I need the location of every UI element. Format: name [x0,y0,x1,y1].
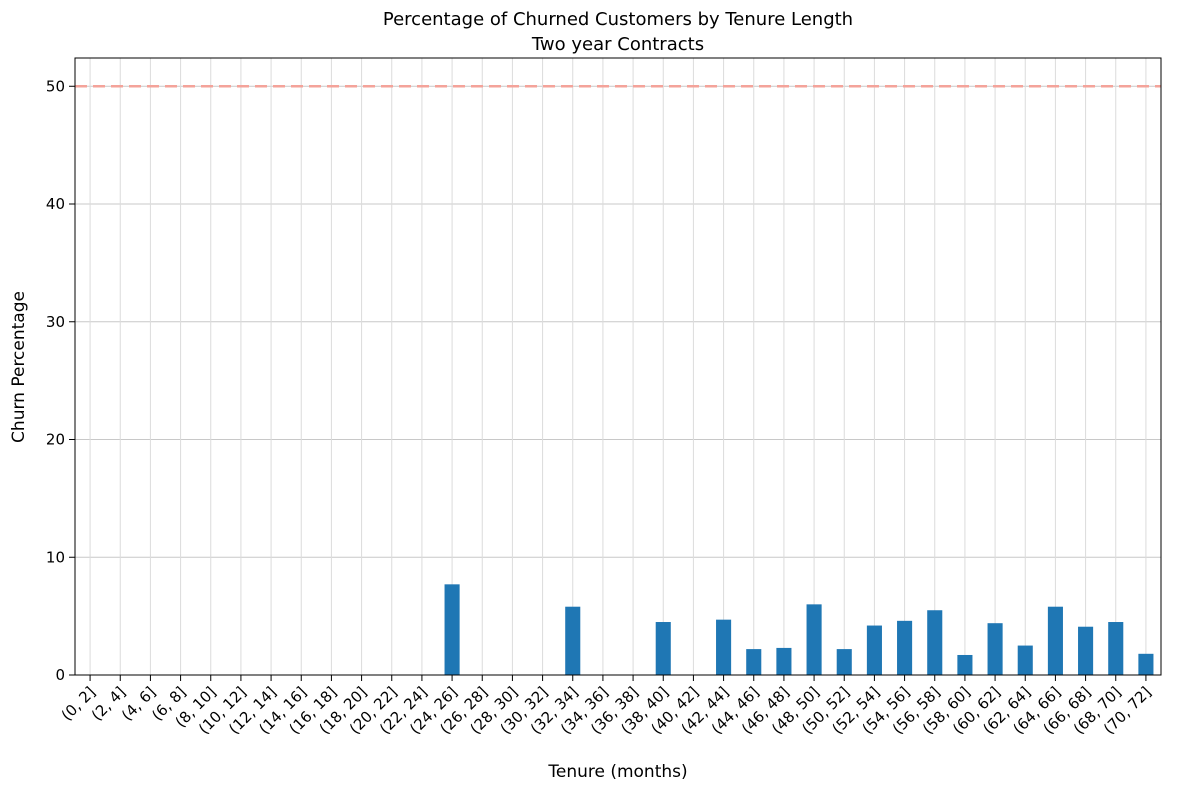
bar [897,620,913,675]
bar [565,606,581,675]
bar [927,610,943,675]
bar [1017,645,1033,675]
y-tick-label: 40 [46,195,65,213]
y-tick-label: 20 [46,431,65,449]
bar [716,619,732,675]
chart-title: Percentage of Churned Customers by Tenur… [383,9,853,30]
bar [655,622,671,675]
x-axis-label: Tenure (months) [547,762,687,782]
bar [444,584,460,675]
bar [746,649,762,675]
y-axis-label: Churn Percentage [9,291,29,443]
y-tick-label: 10 [46,548,65,566]
y-tick-label: 0 [55,666,65,684]
bar [987,623,1003,675]
plot-frame [74,57,1162,676]
bar [866,625,882,675]
bar [836,649,852,675]
chart-subtitle: Two year Contracts [531,34,704,55]
bars [444,584,1154,675]
bar [1108,622,1124,675]
bar [1138,653,1154,675]
y-tick-label: 50 [46,77,65,95]
y-tick-label: 30 [46,313,65,331]
y-axis-ticks: 0 10 20 30 40 50 [46,77,75,684]
bar [1078,626,1094,675]
bar [1047,606,1063,675]
bar [957,654,973,675]
bar [806,604,822,675]
bar [776,647,792,675]
